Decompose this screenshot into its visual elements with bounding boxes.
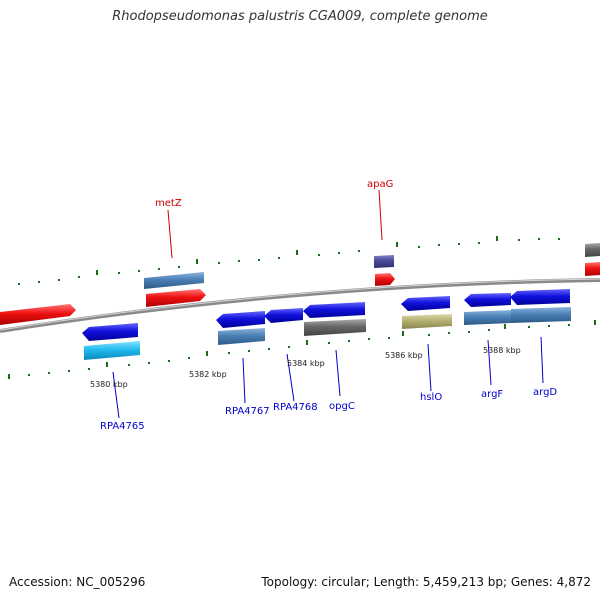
accession-label: Accession: NC_005296 <box>9 575 146 589</box>
rpa4768-leader <box>286 353 295 402</box>
opgc-gray-feature[interactable] <box>304 319 366 336</box>
opgc-cds[interactable] <box>303 302 365 318</box>
rpa4767-steelblue-feature[interactable] <box>218 328 265 345</box>
argf-cds[interactable] <box>464 293 511 307</box>
metz-leader <box>167 209 173 259</box>
forward-cds-left[interactable] <box>0 304 76 325</box>
rpa4768-cds[interactable] <box>264 308 303 323</box>
hslo-cds[interactable] <box>401 296 450 311</box>
gene-label-rpa4767[interactable]: RPA4767 <box>225 406 270 417</box>
gene-label-hslo[interactable]: hslO <box>420 392 442 403</box>
rpa4765-cds[interactable] <box>82 323 138 341</box>
argf-steelblue-feature[interactable] <box>464 310 511 325</box>
outer-tick-ring <box>18 236 560 285</box>
gene-label-argd[interactable]: argD <box>533 387 557 398</box>
edge-gray-feature[interactable] <box>585 243 600 257</box>
kbp-label-5380: 5380 kbp <box>90 380 128 389</box>
kbp-label-5382: 5382 kbp <box>189 370 227 379</box>
gene-label-apag[interactable]: apaG <box>367 179 393 190</box>
metz-cds[interactable] <box>146 289 206 307</box>
gene-label-opgc[interactable]: opgC <box>329 401 355 412</box>
gene-label-rpa4768[interactable]: RPA4768 <box>273 402 318 413</box>
apag-cds[interactable] <box>375 273 395 286</box>
inner-tick-ring <box>8 320 596 379</box>
hslo-khaki-feature[interactable] <box>402 314 452 329</box>
argf-leader <box>487 339 492 386</box>
apag-leader <box>378 189 383 241</box>
argd-steelblue-feature[interactable] <box>511 307 571 323</box>
opgc-leader <box>335 349 341 397</box>
kbp-label-5386: 5386 kbp <box>385 351 423 360</box>
edge-forward-cds[interactable] <box>585 262 600 276</box>
argd-leader <box>540 336 544 384</box>
rpa4765-cyan-feature[interactable] <box>84 341 140 360</box>
genome-backbone <box>0 278 600 333</box>
apag-purple-feature[interactable] <box>374 255 394 268</box>
rpa4767-cds[interactable] <box>216 311 265 328</box>
gene-label-argf[interactable]: argF <box>481 389 503 400</box>
backbone-highlight <box>0 278 600 331</box>
hslo-leader <box>427 343 432 392</box>
argd-cds[interactable] <box>510 289 570 305</box>
rpa4767-leader <box>242 357 246 404</box>
metz-steelblue-feature[interactable] <box>144 272 204 289</box>
gene-label-metz[interactable]: metZ <box>155 198 182 209</box>
genome-title: Rhodopseudomonas palustris CGA009, compl… <box>112 9 488 24</box>
kbp-label-5388: 5388 kbp <box>483 346 521 355</box>
rpa4765-leader <box>112 371 120 419</box>
genome-summary: Topology: circular; Length: 5,459,213 bp… <box>261 575 591 589</box>
kbp-label-5384: 5384 kbp <box>287 359 325 368</box>
gene-label-rpa4765[interactable]: RPA4765 <box>100 421 145 432</box>
